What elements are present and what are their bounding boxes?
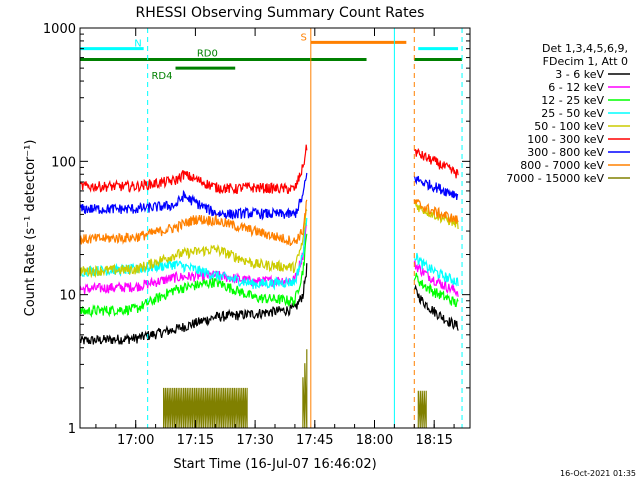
- legend-label-50-100-kev: 50 - 100 keV: [534, 120, 604, 133]
- series-line-100-300-kev-0: [79, 144, 308, 195]
- legend-label-7000-15000-kev: 7000 - 15000 keV: [506, 172, 604, 185]
- legend-label-25-50-kev: 25 - 50 keV: [541, 107, 604, 120]
- x-tick-label-17-15: 17:15: [177, 433, 214, 448]
- x-tick-label-17-30: 17:30: [236, 433, 273, 448]
- y-tick-label-10: 10: [59, 289, 76, 304]
- series-lines: [79, 144, 459, 429]
- flag-bars: N S RD0 RD4: [80, 32, 463, 82]
- legend-label-3-6-kev: 3 - 6 keV: [555, 68, 604, 81]
- series-line-7000-15000-kev-1: [302, 349, 308, 429]
- y-tick-label-100: 100: [51, 155, 76, 170]
- footer-date: 16-Oct-2021 01:35: [560, 469, 636, 478]
- legend-label-300-800-kev: 300 - 800 keV: [527, 146, 604, 159]
- legend-header-1: FDecim 1, Att 0: [543, 55, 628, 68]
- series-line-25-50-kev-0: [79, 217, 308, 291]
- series-line-6-12-kev-0: [79, 222, 308, 295]
- series-line-7000-15000-kev-2: [417, 390, 427, 429]
- series-line-100-300-kev-1: [413, 147, 459, 179]
- legend-label-12-25-kev: 12 - 25 keV: [541, 94, 604, 107]
- legend-label-6-12-kev: 6 - 12 keV: [548, 81, 604, 94]
- series-line-3-6-kev-1: [413, 283, 459, 331]
- series-line-3-6-kev-0: [79, 263, 308, 345]
- series-line-12-25-kev-1: [413, 272, 459, 308]
- flag-label-n: N: [134, 39, 141, 50]
- axes: 17:00 17:15 17:30 17:45 18:00 18:15 1 10 100 1000: [43, 22, 470, 448]
- legend: Det 1,3,4,5,6,9,FDecim 1, Att 03 - 6 keV…: [506, 42, 630, 185]
- legend-header-0: Det 1,3,4,5,6,9,: [542, 42, 628, 55]
- series-line-12-25-kev-0: [79, 233, 308, 318]
- x-tick-label-17-00: 17:00: [117, 433, 154, 448]
- flag-label-rd0: RD0: [197, 49, 218, 60]
- series-line-50-100-kev-0: [79, 207, 308, 279]
- chart-title: RHESSI Observing Summary Count Rates: [136, 5, 425, 21]
- flag-label-s: S: [300, 32, 306, 43]
- y-tick-label-1: 1: [68, 422, 76, 437]
- legend-label-100-300-kev: 100 - 300 keV: [527, 133, 604, 146]
- y-tick-label-1000: 1000: [43, 22, 76, 37]
- x-tick-label-17-45: 17:45: [296, 433, 333, 448]
- x-tick-label-18-00: 18:00: [356, 433, 393, 448]
- series-line-7000-15000-kev-0: [163, 387, 248, 429]
- time-markers: [79, 28, 463, 428]
- x-tick-label-18-15: 18:15: [415, 433, 452, 448]
- x-axis-label: Start Time (16-Jul-07 16:46:02): [173, 457, 376, 472]
- series-line-25-50-kev-1: [413, 252, 459, 287]
- series-line-800-7000-kev-1: [413, 198, 459, 224]
- series-line-6-12-kev-1: [413, 260, 459, 297]
- series-line-800-7000-kev-0: [79, 199, 308, 246]
- series-line-300-800-kev-1: [413, 175, 459, 200]
- series-line-300-800-kev-0: [79, 172, 308, 221]
- plot-frame: [79, 27, 471, 429]
- flag-label-rd4: RD4: [151, 71, 172, 82]
- y-axis-label: Count Rate (s⁻¹ detector⁻¹): [23, 140, 38, 317]
- legend-label-800-7000-kev: 800 - 7000 keV: [520, 159, 604, 172]
